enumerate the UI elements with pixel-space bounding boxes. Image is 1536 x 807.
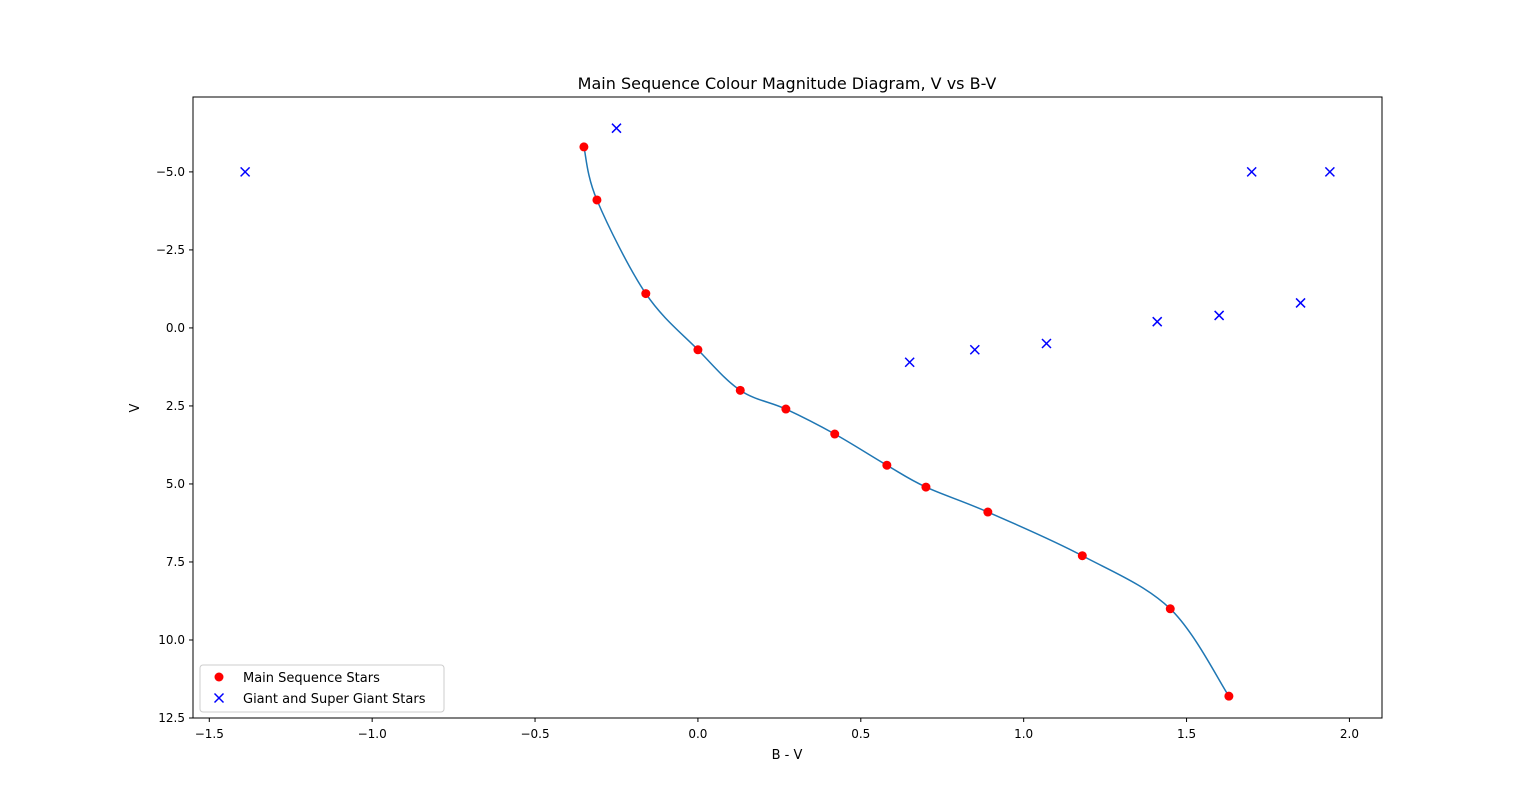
- plot-area: [240, 123, 1335, 701]
- main-sequence-point: [781, 404, 791, 414]
- giant-star-point: [611, 123, 622, 134]
- legend-label-main-sequence: Main Sequence Stars: [243, 671, 380, 686]
- main-sequence-point: [830, 429, 840, 439]
- x-tick-label: −1.5: [195, 727, 224, 741]
- main-sequence-point: [1077, 551, 1087, 561]
- giant-star-point: [1324, 166, 1335, 177]
- main-sequence-point: [1165, 604, 1175, 614]
- main-sequence-point: [882, 460, 892, 470]
- chart-title: Main Sequence Colour Magnitude Diagram, …: [578, 74, 997, 93]
- axes-frame: [192, 96, 1383, 719]
- y-tick-label: 7.5: [166, 555, 185, 569]
- giant-star-point: [1152, 316, 1163, 327]
- main-sequence-point: [735, 385, 745, 395]
- main-sequence-point: [983, 507, 993, 517]
- x-axis-ticks: −1.5 −1.0 −0.5 0.0 0.5 1.0 1.5 2.0: [195, 718, 1359, 741]
- giant-star-point: [904, 357, 915, 368]
- giant-star-point: [1041, 338, 1052, 349]
- x-tick-label: 2.0: [1340, 727, 1359, 741]
- giant-star-point: [1214, 310, 1225, 321]
- x-tick-label: 1.5: [1177, 727, 1196, 741]
- y-axis-ticks: −5.0 −2.5 0.0 2.5 5.0 7.5 10.0 12.5: [156, 165, 193, 725]
- legend-marker-giants: [213, 692, 225, 704]
- x-tick-label: −0.5: [520, 727, 549, 741]
- y-axis-label: V: [128, 403, 143, 412]
- legend-box: [199, 664, 445, 713]
- y-tick-label: 2.5: [166, 399, 185, 413]
- legend-marker-main-sequence: [214, 672, 224, 682]
- giant-star-point: [240, 166, 251, 177]
- legend-label-giants: Giant and Super Giant Stars: [243, 692, 426, 707]
- y-tick-label: −2.5: [156, 243, 185, 257]
- x-tick-label: 1.0: [1014, 727, 1033, 741]
- y-tick-label: 12.5: [158, 711, 185, 725]
- x-axis-label: B - V: [772, 748, 803, 763]
- y-tick-label: 0.0: [166, 321, 185, 335]
- main-sequence-point: [579, 142, 589, 152]
- x-tick-label: 0.5: [851, 727, 870, 741]
- giant-star-point: [969, 344, 980, 355]
- giant-star-point: [1246, 166, 1257, 177]
- y-tick-label: 5.0: [166, 477, 185, 491]
- y-tick-label: −5.0: [156, 165, 185, 179]
- giant-star-point: [1295, 297, 1306, 308]
- main-sequence-point: [641, 289, 651, 299]
- y-tick-label: 10.0: [158, 633, 185, 647]
- main-sequence-point: [693, 345, 703, 355]
- x-tick-label: 0.0: [688, 727, 707, 741]
- main-sequence-point: [1224, 691, 1234, 701]
- x-tick-label: −1.0: [358, 727, 387, 741]
- main-sequence-point: [921, 482, 931, 492]
- main-sequence-point: [592, 195, 602, 205]
- legend: Main Sequence Stars Giant and Super Gian…: [199, 664, 445, 713]
